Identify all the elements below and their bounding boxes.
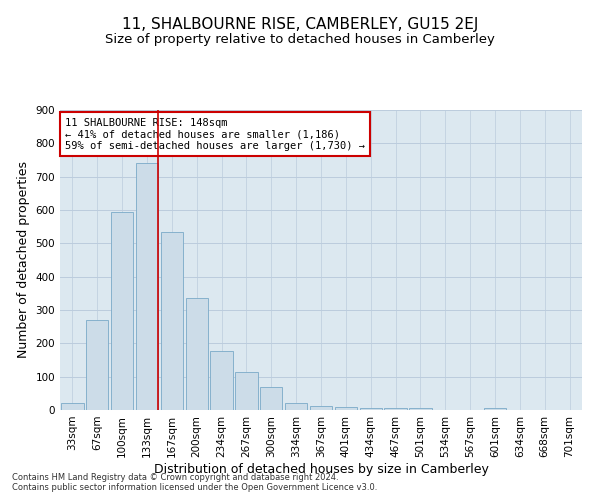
Text: Contains public sector information licensed under the Open Government Licence v3: Contains public sector information licen… [12,484,377,492]
Text: Size of property relative to detached houses in Camberley: Size of property relative to detached ho… [105,32,495,46]
Bar [285,402,307,410]
Text: Contains HM Land Registry data © Crown copyright and database right 2024.: Contains HM Land Registry data © Crown c… [12,474,338,482]
X-axis label: Distribution of detached houses by size in Camberley: Distribution of detached houses by size … [154,462,488,475]
Bar [409,408,431,410]
Bar [211,350,233,410]
Text: 11 SHALBOURNE RISE: 148sqm
← 41% of detached houses are smaller (1,186)
59% of s: 11 SHALBOURNE RISE: 148sqm ← 41% of deta… [65,118,365,150]
Y-axis label: Number of detached properties: Number of detached properties [17,162,30,358]
Bar [185,298,208,410]
Bar [310,406,332,410]
Bar [86,320,109,410]
Bar [111,212,133,410]
Bar [484,408,506,410]
Bar [335,406,357,410]
Bar [260,388,283,410]
Text: 11, SHALBOURNE RISE, CAMBERLEY, GU15 2EJ: 11, SHALBOURNE RISE, CAMBERLEY, GU15 2EJ [122,18,478,32]
Bar [61,404,83,410]
Bar [136,164,158,410]
Bar [385,408,407,410]
Bar [161,232,183,410]
Bar [235,372,257,410]
Bar [359,408,382,410]
